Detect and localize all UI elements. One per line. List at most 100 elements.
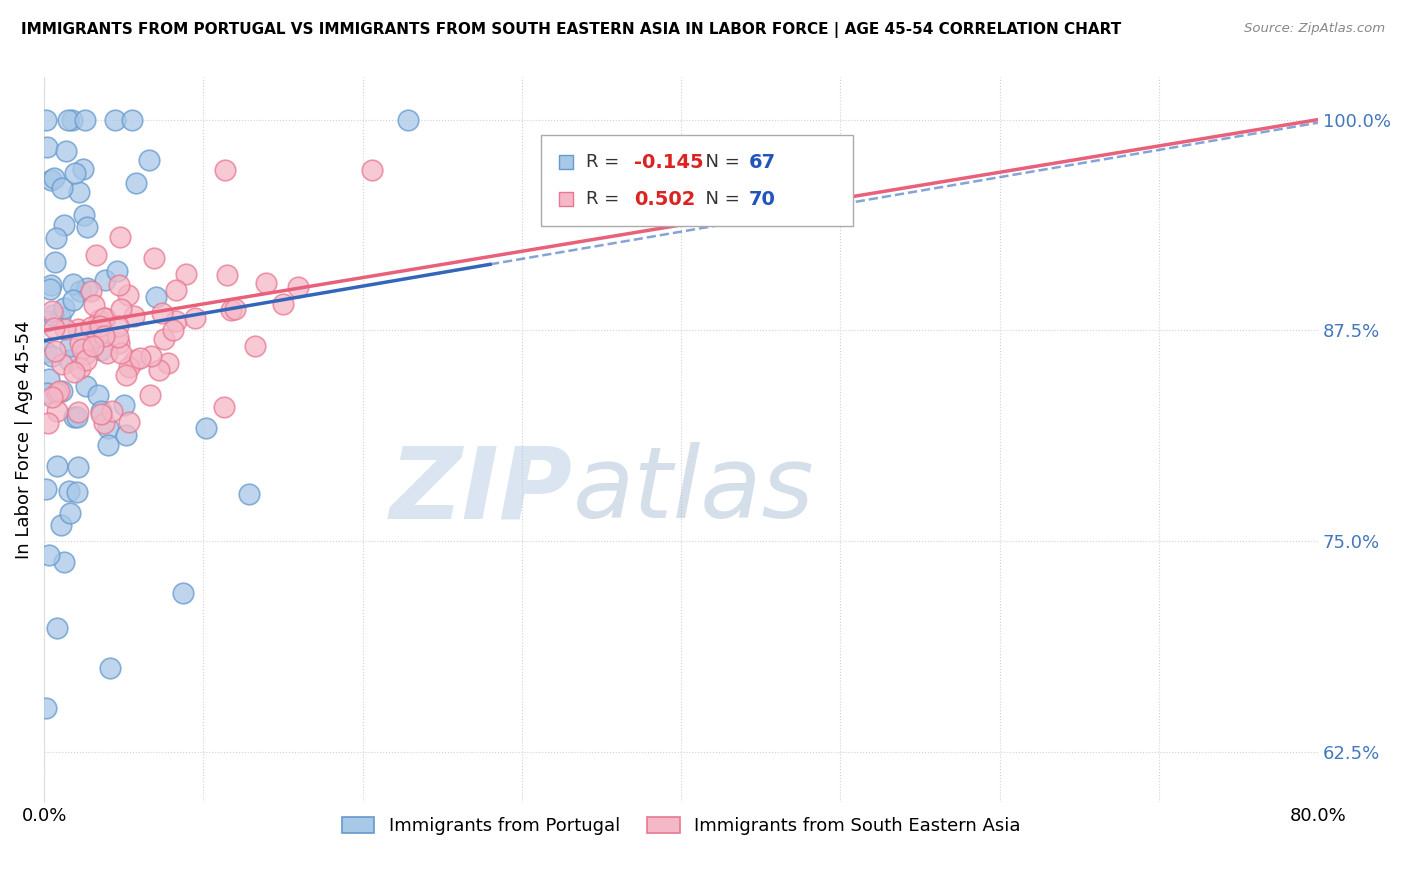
- Point: [145, 290, 167, 304]
- Text: atlas: atlas: [572, 442, 814, 539]
- FancyBboxPatch shape: [541, 136, 853, 226]
- Point: [148, 362, 170, 376]
- Point: [60, 112, 83, 127]
- Point: [139, 388, 162, 402]
- Point: [108, 277, 131, 292]
- Y-axis label: In Labor Force | Age 45-54: In Labor Force | Age 45-54: [15, 320, 32, 559]
- Point: [76, 280, 98, 294]
- Point: [38, 548, 60, 562]
- Point: [150, 305, 173, 319]
- Text: -0.145: -0.145: [634, 153, 703, 172]
- Point: [41, 349, 63, 363]
- Point: [110, 301, 132, 316]
- Point: [212, 401, 235, 415]
- Point: [72, 342, 94, 356]
- Point: [46, 386, 69, 401]
- Point: [97, 421, 120, 435]
- Point: [287, 280, 309, 294]
- Point: [121, 112, 143, 127]
- Point: [44, 170, 66, 185]
- Point: [51, 518, 73, 533]
- Text: N =: N =: [695, 153, 745, 171]
- Point: [138, 153, 160, 167]
- Point: [96, 346, 118, 360]
- Point: [76, 220, 98, 235]
- Point: [172, 585, 194, 599]
- Point: [162, 323, 184, 337]
- Point: [44, 344, 66, 359]
- Point: [90, 343, 112, 357]
- Point: [128, 351, 150, 365]
- Point: [39, 173, 62, 187]
- Point: [75, 353, 97, 368]
- Point: [104, 112, 127, 127]
- Point: [83, 298, 105, 312]
- Point: [125, 176, 148, 190]
- Text: Source: ZipAtlas.com: Source: ZipAtlas.com: [1244, 22, 1385, 36]
- Point: [51, 384, 73, 398]
- Text: R =: R =: [585, 153, 624, 171]
- Point: [69, 360, 91, 375]
- Point: [37, 416, 59, 430]
- Point: [75, 379, 97, 393]
- Point: [58, 484, 80, 499]
- Point: [72, 161, 94, 176]
- Point: [224, 302, 246, 317]
- Point: [46, 621, 69, 635]
- Point: [45, 230, 67, 244]
- Point: [238, 487, 260, 501]
- Point: [75, 112, 97, 127]
- Point: [48, 384, 70, 399]
- Point: [62, 277, 84, 291]
- Point: [41, 308, 63, 322]
- Point: [221, 302, 243, 317]
- Text: N =: N =: [695, 190, 745, 208]
- Point: [90, 404, 112, 418]
- Point: [117, 288, 139, 302]
- Point: [107, 329, 129, 343]
- Point: [73, 208, 96, 222]
- Point: [37, 386, 59, 401]
- Point: [183, 311, 205, 326]
- Point: [152, 332, 174, 346]
- Point: [53, 555, 76, 569]
- Point: [124, 309, 146, 323]
- Point: [165, 314, 187, 328]
- Point: [143, 251, 166, 265]
- Point: [87, 312, 110, 326]
- Point: [67, 459, 90, 474]
- Text: IMMIGRANTS FROM PORTUGAL VS IMMIGRANTS FROM SOUTH EASTERN ASIA IN LABOR FORCE | : IMMIGRANTS FROM PORTUGAL VS IMMIGRANTS F…: [21, 22, 1122, 38]
- Point: [214, 162, 236, 177]
- Point: [86, 330, 108, 344]
- Point: [638, 171, 661, 186]
- Point: [41, 390, 63, 404]
- Point: [59, 506, 82, 520]
- Point: [38, 372, 60, 386]
- Point: [39, 278, 62, 293]
- Point: [37, 139, 59, 153]
- Point: [55, 321, 77, 335]
- Text: 0.502: 0.502: [634, 190, 696, 209]
- Point: [141, 349, 163, 363]
- Point: [51, 357, 73, 371]
- Point: [90, 407, 112, 421]
- Point: [115, 428, 138, 442]
- Point: [35, 314, 58, 328]
- Point: [67, 405, 90, 419]
- Point: [97, 437, 120, 451]
- Text: 70: 70: [748, 190, 776, 209]
- Point: [66, 322, 89, 336]
- Point: [82, 339, 104, 353]
- Text: ZIP: ZIP: [389, 442, 572, 539]
- Point: [118, 360, 141, 375]
- Text: R =: R =: [585, 190, 624, 208]
- Point: [42, 321, 65, 335]
- Point: [396, 112, 419, 127]
- Point: [35, 701, 58, 715]
- Point: [105, 264, 128, 278]
- Point: [174, 267, 197, 281]
- Point: [93, 416, 115, 430]
- Point: [157, 356, 180, 370]
- Point: [69, 335, 91, 350]
- Point: [89, 318, 111, 333]
